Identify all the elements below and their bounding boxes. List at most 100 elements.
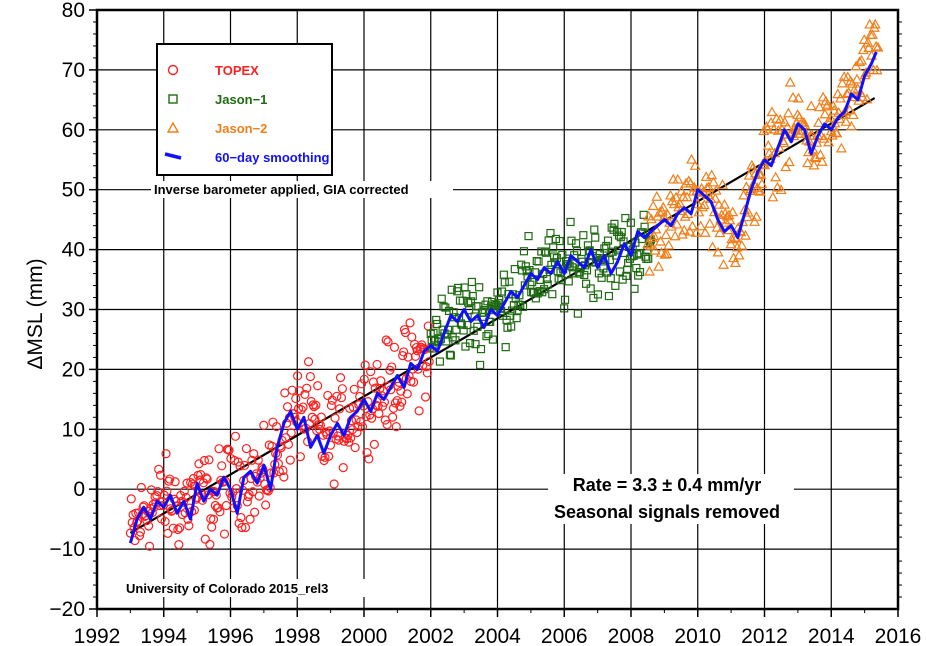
jason2-point bbox=[646, 232, 658, 243]
jason2-point bbox=[718, 198, 730, 209]
jason1-point bbox=[644, 254, 653, 263]
topex-point bbox=[335, 373, 346, 383]
jason2-point bbox=[844, 104, 856, 115]
topex-point bbox=[356, 379, 367, 389]
jason2-point bbox=[755, 169, 767, 180]
topex-point bbox=[134, 531, 145, 541]
jason2-point bbox=[698, 199, 710, 210]
jason1-point bbox=[522, 267, 531, 276]
jason2-point bbox=[711, 221, 723, 232]
jason1-point bbox=[495, 295, 504, 305]
jason1-point bbox=[462, 290, 471, 299]
jason2-point bbox=[761, 123, 773, 134]
jason2-point bbox=[767, 191, 779, 202]
jason1-point bbox=[555, 236, 564, 246]
jason2-point bbox=[747, 162, 759, 173]
topex-point bbox=[213, 503, 223, 513]
jason2-point bbox=[841, 88, 853, 99]
topex-point bbox=[422, 368, 432, 378]
topex-point bbox=[388, 412, 398, 422]
jason2-point bbox=[649, 244, 661, 255]
jason2-point bbox=[671, 218, 683, 229]
plot-frame bbox=[95, 8, 900, 611]
topex-point bbox=[189, 505, 199, 515]
jason2-point bbox=[731, 241, 743, 252]
topex-point bbox=[402, 389, 412, 399]
topex-point bbox=[409, 377, 419, 387]
jason1-point bbox=[549, 243, 558, 252]
topex-point bbox=[356, 417, 366, 427]
jason2-point bbox=[845, 120, 857, 131]
jason1-point bbox=[517, 260, 526, 269]
topex-point bbox=[381, 335, 391, 345]
jason2-point bbox=[707, 176, 720, 187]
jason1-point bbox=[640, 222, 649, 231]
jason1-point bbox=[505, 277, 514, 286]
topex-point bbox=[126, 494, 136, 504]
legend-line-icon bbox=[164, 152, 182, 160]
topex-point bbox=[179, 486, 189, 496]
jason2-point bbox=[858, 34, 870, 44]
topex-point bbox=[168, 523, 178, 533]
jason1-point bbox=[573, 309, 582, 318]
y-axis-label: ΔMSL (mm) bbox=[24, 258, 47, 369]
jason1-point bbox=[550, 252, 559, 261]
topex-point bbox=[285, 455, 295, 465]
topex-point bbox=[330, 413, 340, 423]
jason1-point bbox=[593, 290, 603, 299]
topex-point bbox=[329, 479, 339, 489]
jason2-point bbox=[861, 93, 873, 104]
jason1-point bbox=[581, 279, 591, 288]
topex-point bbox=[345, 403, 355, 413]
x-tick-label: 2008 bbox=[608, 625, 655, 646]
jason1-point bbox=[464, 298, 473, 307]
topex-point bbox=[236, 512, 246, 523]
jason1-point bbox=[518, 302, 528, 312]
jason2-point bbox=[770, 171, 782, 182]
topex-point bbox=[163, 528, 173, 538]
jason2-point bbox=[647, 200, 659, 211]
jason2-point bbox=[872, 41, 884, 52]
topex-point bbox=[160, 516, 170, 527]
topex-point bbox=[370, 383, 380, 393]
topex-point bbox=[286, 428, 296, 438]
topex-point bbox=[398, 350, 408, 361]
topex-point bbox=[313, 381, 323, 391]
topex-point bbox=[348, 402, 358, 412]
topex-point bbox=[239, 460, 250, 471]
jason2-point bbox=[813, 101, 825, 112]
jason2-point bbox=[756, 178, 768, 189]
jason2-point bbox=[723, 209, 735, 220]
jason1-point bbox=[497, 287, 507, 296]
jason2-point bbox=[823, 116, 836, 127]
topex-point bbox=[211, 490, 221, 500]
jason1-point bbox=[560, 295, 570, 304]
jason1-point bbox=[635, 267, 645, 277]
jason2-point bbox=[794, 128, 806, 138]
topex-point bbox=[200, 534, 210, 544]
topex-point bbox=[259, 420, 269, 430]
jason2-point bbox=[657, 201, 669, 212]
jason2-point bbox=[864, 18, 876, 29]
jason2-point bbox=[662, 209, 674, 220]
topex-point bbox=[352, 427, 362, 438]
topex-point bbox=[279, 472, 289, 482]
topex-point bbox=[136, 482, 146, 493]
jason1-point bbox=[466, 297, 476, 306]
topex-point bbox=[390, 398, 400, 408]
topex-point bbox=[357, 422, 368, 432]
jason2-point bbox=[828, 104, 840, 115]
topex-point bbox=[274, 466, 284, 477]
jason1-point bbox=[475, 283, 484, 292]
jason1-point bbox=[444, 306, 454, 316]
jason2-point bbox=[816, 156, 828, 166]
topex-point bbox=[367, 413, 377, 423]
jason1-point bbox=[630, 284, 639, 293]
topex-point bbox=[204, 455, 214, 465]
jason1-point bbox=[433, 319, 442, 329]
topex-point bbox=[311, 400, 321, 410]
jason1-point bbox=[449, 308, 458, 317]
topex-point bbox=[240, 522, 251, 533]
jason2-point bbox=[780, 161, 792, 172]
jason2-point bbox=[707, 241, 719, 252]
